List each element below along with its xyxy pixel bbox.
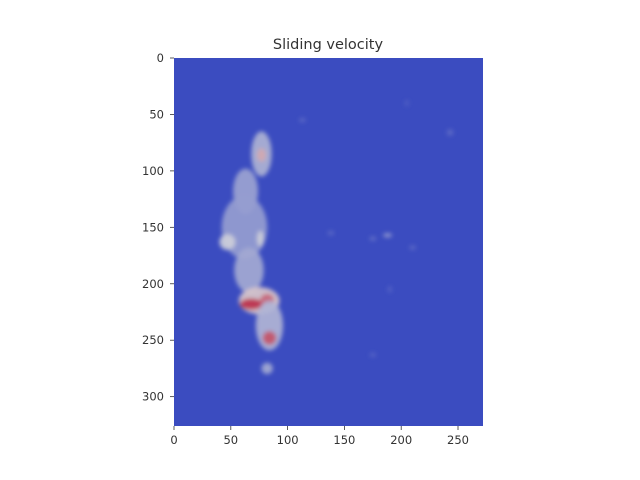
y-tick-label: 150 xyxy=(142,220,164,234)
heatmap-feature xyxy=(239,298,263,310)
chart-title: Sliding velocity xyxy=(273,37,384,53)
heatmap-features xyxy=(219,99,454,375)
x-tick-label: 50 xyxy=(223,433,238,447)
heatmap-feature xyxy=(261,362,273,375)
heatmap-feature xyxy=(369,236,377,241)
y-axis: 0 50 100 150 200 250 300 xyxy=(142,51,174,404)
heatmap-feature xyxy=(256,230,264,247)
plot-area xyxy=(174,58,483,426)
heatmap-feature xyxy=(234,247,264,293)
y-tick-label: 300 xyxy=(142,390,164,404)
heatmap-feature xyxy=(256,148,267,162)
x-tick-label: 100 xyxy=(277,433,299,447)
x-tick-label: 200 xyxy=(390,433,412,447)
heatmap-feature xyxy=(255,300,284,351)
y-tick-label: 200 xyxy=(142,277,164,291)
x-tick-label: 150 xyxy=(333,433,355,447)
heatmap-feature xyxy=(369,352,377,358)
x-tick-label: 250 xyxy=(447,433,469,447)
heatmap-feature xyxy=(446,129,454,136)
y-tick-label: 50 xyxy=(149,107,164,121)
heatmap-feature xyxy=(298,117,306,123)
heatmap-feature xyxy=(219,234,236,250)
heatmap-feature xyxy=(404,99,410,107)
heatmap-feature xyxy=(327,230,335,236)
heatmap-feature xyxy=(387,286,393,293)
x-tick-label: 0 xyxy=(170,433,177,447)
x-axis: 0 50 100 150 200 250 xyxy=(170,426,469,447)
y-tick-label: 100 xyxy=(142,164,164,178)
heatmap-feature xyxy=(262,331,277,345)
y-tick-label: 250 xyxy=(142,333,164,347)
heatmap-feature xyxy=(409,245,416,250)
y-tick-label: 0 xyxy=(157,51,164,65)
heatmap-feature xyxy=(383,232,393,238)
